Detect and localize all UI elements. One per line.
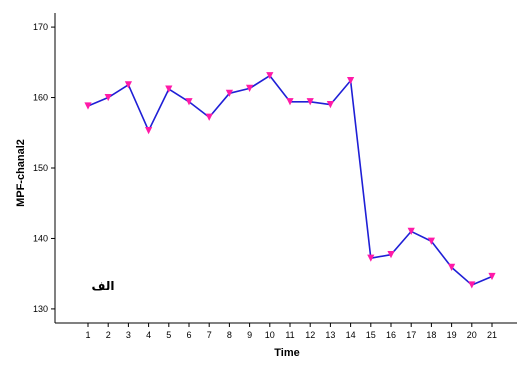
x-tick-label: 6	[186, 330, 191, 340]
data-point-marker	[367, 254, 375, 262]
y-tick-label: 150	[33, 163, 48, 173]
x-tick-label: 16	[386, 330, 396, 340]
x-tick-label: 18	[426, 330, 436, 340]
data-point-marker	[104, 93, 112, 102]
y-tick-label: 160	[33, 93, 48, 103]
x-tick-label: 19	[447, 330, 457, 340]
data-point-marker	[488, 272, 496, 281]
data-point-marker	[205, 113, 213, 121]
y-tick-label: 170	[33, 22, 48, 32]
data-point-marker	[185, 98, 193, 106]
series-layer	[84, 72, 496, 289]
x-tick-label: 3	[126, 330, 131, 340]
series-line	[87, 74, 493, 286]
x-tick-label: 5	[166, 330, 171, 340]
data-point-marker	[246, 84, 254, 92]
x-tick-label: 9	[247, 330, 252, 340]
data-point-marker	[124, 81, 132, 89]
data-point-marker	[225, 89, 233, 97]
y-axis-title: MPF-chanal2	[15, 139, 27, 207]
data-point-marker	[326, 100, 334, 109]
x-tick-label: 14	[346, 330, 356, 340]
x-tick-label: 13	[325, 330, 335, 340]
data-point-marker	[407, 227, 415, 236]
data-point-marker	[347, 77, 355, 85]
data-point-marker	[266, 72, 274, 80]
x-tick-label: 12	[305, 330, 315, 340]
y-tick-label: 130	[33, 304, 48, 314]
data-point-marker	[387, 251, 395, 259]
x-tick-label: 10	[265, 330, 275, 340]
data-point-marker	[145, 127, 153, 135]
x-tick-label: 20	[467, 330, 477, 340]
x-tick-label: 17	[406, 330, 416, 340]
data-point-marker	[306, 98, 314, 106]
data-point-marker	[468, 281, 476, 289]
data-point-marker	[165, 85, 173, 93]
data-point-marker	[84, 102, 92, 110]
x-tick-label: 4	[146, 330, 151, 340]
x-tick-label: 2	[106, 330, 111, 340]
data-point-marker	[286, 98, 294, 106]
x-tick-label: 1	[85, 330, 90, 340]
y-tick-label: 140	[33, 233, 48, 243]
axes	[51, 13, 517, 327]
chart-annotation: الف	[92, 279, 115, 293]
x-axis-title: Time	[274, 347, 299, 359]
x-tick-label: 15	[366, 330, 376, 340]
x-tick-label: 11	[285, 330, 294, 340]
x-tick-label: 7	[207, 330, 212, 340]
x-tick-label: 21	[487, 330, 497, 340]
data-point-marker	[448, 263, 456, 271]
data-point-marker	[427, 237, 435, 245]
x-tick-label: 8	[227, 330, 232, 340]
